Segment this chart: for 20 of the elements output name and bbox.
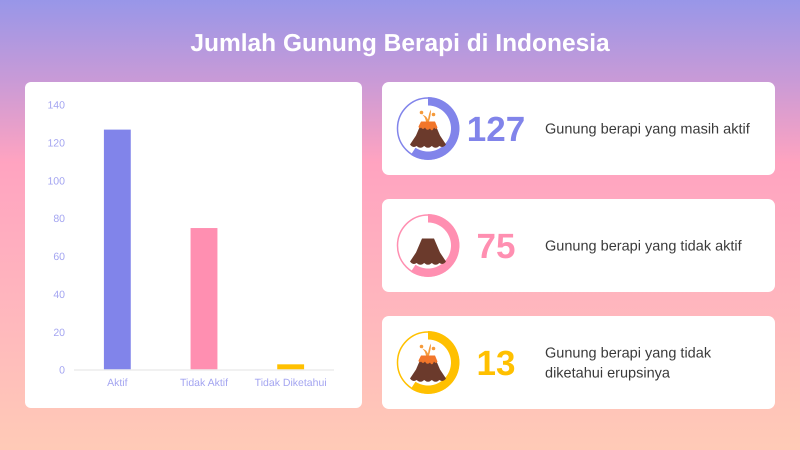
y-tick-label: 60 <box>53 251 66 264</box>
y-tick-label: 40 <box>53 288 66 301</box>
category-label: Gunung berapi yang tidak diketahui erupsinya <box>545 346 712 382</box>
y-tick-label: 0 <box>59 364 66 377</box>
data-label: 127 <box>466 110 526 149</box>
data-label: 13 <box>476 344 516 383</box>
bar <box>190 228 218 370</box>
bar <box>104 130 131 370</box>
y-tick-label: 140 <box>47 100 66 112</box>
x-tick-label: Tidak Diketahui <box>254 377 327 389</box>
x-tick-label: Tidak Aktif <box>180 377 228 389</box>
y-tick-label: 100 <box>47 175 66 188</box>
data-label: 75 <box>476 226 516 266</box>
category-label: Gunung berapi yang masih aktif <box>545 122 751 138</box>
category-label: Gunung berapi yang tidak aktif <box>545 238 743 255</box>
y-tick-label: 120 <box>47 138 66 150</box>
text: Jumlah Gunung Berapi di Indonesia <box>190 30 610 57</box>
y-tick-label: 80 <box>53 213 66 226</box>
x-tick-label: Aktif <box>107 377 128 389</box>
y-tick-label: 20 <box>53 326 66 339</box>
